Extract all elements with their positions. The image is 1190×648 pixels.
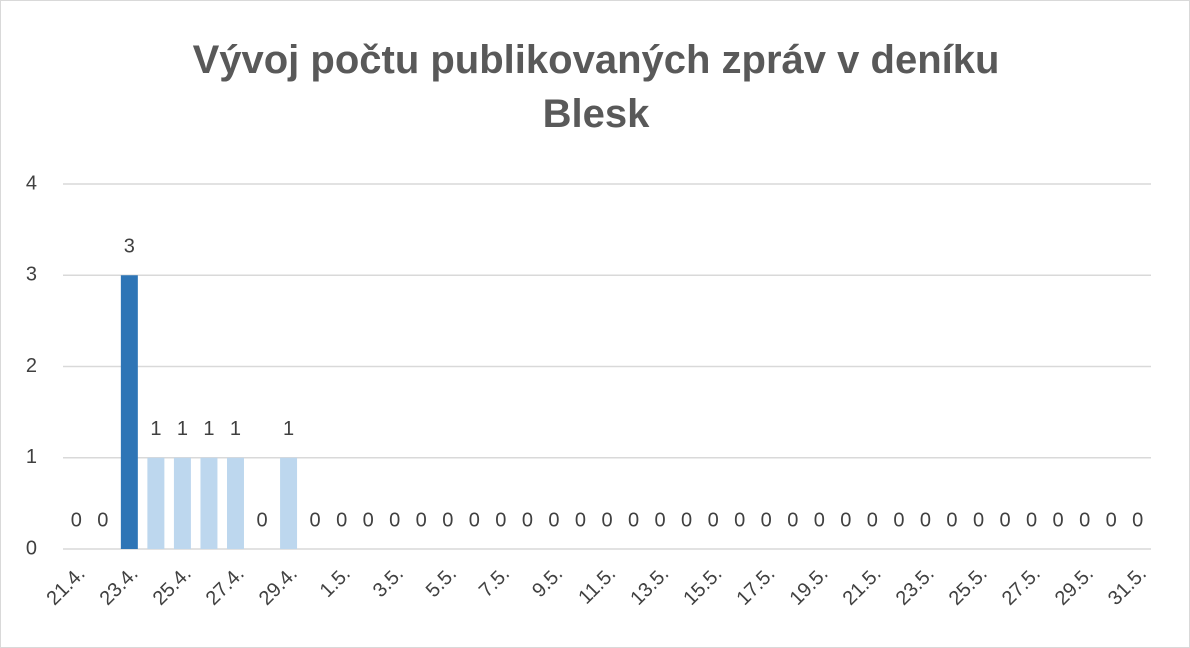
y-tick-label: 4 <box>26 172 37 194</box>
bar <box>200 457 218 549</box>
x-tick-label: 29.4. <box>255 563 302 610</box>
data-label: 0 <box>71 509 82 531</box>
data-label: 0 <box>867 509 878 531</box>
data-label: 0 <box>920 509 931 531</box>
x-tick-label: 31.5. <box>1104 563 1151 610</box>
x-tick-label: 17.5. <box>732 563 779 610</box>
data-label: 0 <box>310 509 321 531</box>
data-label: 0 <box>999 509 1010 531</box>
data-label: 1 <box>230 418 241 440</box>
data-label: 0 <box>469 509 480 531</box>
x-tick-label: 3.5. <box>369 563 408 602</box>
y-tick-label: 2 <box>26 355 37 377</box>
bar <box>280 457 298 549</box>
data-label: 1 <box>203 418 214 440</box>
data-label: 0 <box>1079 509 1090 531</box>
x-tick-label: 25.4. <box>149 563 196 610</box>
data-label: 0 <box>575 509 586 531</box>
x-tick-label: 11.5. <box>574 563 620 609</box>
x-tick-label: 21.4. <box>43 563 90 610</box>
x-tick-label: 25.5. <box>945 563 992 610</box>
x-tick-label: 1.5. <box>316 563 355 602</box>
x-tick-label: 29.5. <box>1051 563 1098 610</box>
y-tick-label: 3 <box>26 264 37 286</box>
chart-title: Vývoj počtu publikovaných zpráv v deníku… <box>192 38 1000 136</box>
data-label: 0 <box>814 509 825 531</box>
data-label: 1 <box>283 418 294 440</box>
x-tick-label: 9.5. <box>528 563 567 602</box>
data-label: 0 <box>1132 509 1143 531</box>
data-label: 0 <box>601 509 612 531</box>
data-label: 0 <box>416 509 427 531</box>
data-label: 0 <box>628 509 639 531</box>
data-label: 0 <box>893 509 904 531</box>
data-label: 1 <box>177 418 188 440</box>
x-tick-label: 23.4. <box>96 563 143 610</box>
data-label: 0 <box>495 509 506 531</box>
bar <box>147 457 165 549</box>
data-label: 0 <box>1106 509 1117 531</box>
data-label: 0 <box>336 509 347 531</box>
x-tick-label: 5.5. <box>422 563 461 602</box>
data-label: 3 <box>124 236 135 258</box>
data-label: 0 <box>1026 509 1037 531</box>
data-label: 0 <box>946 509 957 531</box>
data-label: 0 <box>389 509 400 531</box>
data-label: 1 <box>150 418 161 440</box>
data-label: 0 <box>973 509 984 531</box>
x-tick-label: 19.5. <box>786 563 833 610</box>
x-tick-label: 27.5. <box>998 563 1045 610</box>
data-label: 0 <box>1053 509 1064 531</box>
x-tick-label: 23.5. <box>892 563 939 610</box>
data-label: 0 <box>256 509 267 531</box>
data-label: 0 <box>655 509 666 531</box>
x-tick-label: 15.5. <box>679 563 726 610</box>
x-tick-label: 27.4. <box>202 563 249 610</box>
data-label: 0 <box>681 509 692 531</box>
y-tick-label: 1 <box>26 446 37 468</box>
data-label: 0 <box>548 509 559 531</box>
data-label: 0 <box>761 509 772 531</box>
data-label: 0 <box>522 509 533 531</box>
data-label: 0 <box>734 509 745 531</box>
x-tick-label: 21.5. <box>839 563 886 610</box>
x-tick-label: 13.5. <box>626 563 673 610</box>
data-label: 0 <box>840 509 851 531</box>
data-label: 0 <box>787 509 798 531</box>
data-label: 0 <box>363 509 374 531</box>
x-tick-label: 7.5. <box>475 563 514 602</box>
bar <box>226 457 244 549</box>
data-label: 0 <box>97 509 108 531</box>
data-label: 0 <box>708 509 719 531</box>
bar <box>120 275 138 549</box>
bar <box>173 457 191 549</box>
y-tick-label: 0 <box>26 537 37 559</box>
data-label: 0 <box>442 509 453 531</box>
